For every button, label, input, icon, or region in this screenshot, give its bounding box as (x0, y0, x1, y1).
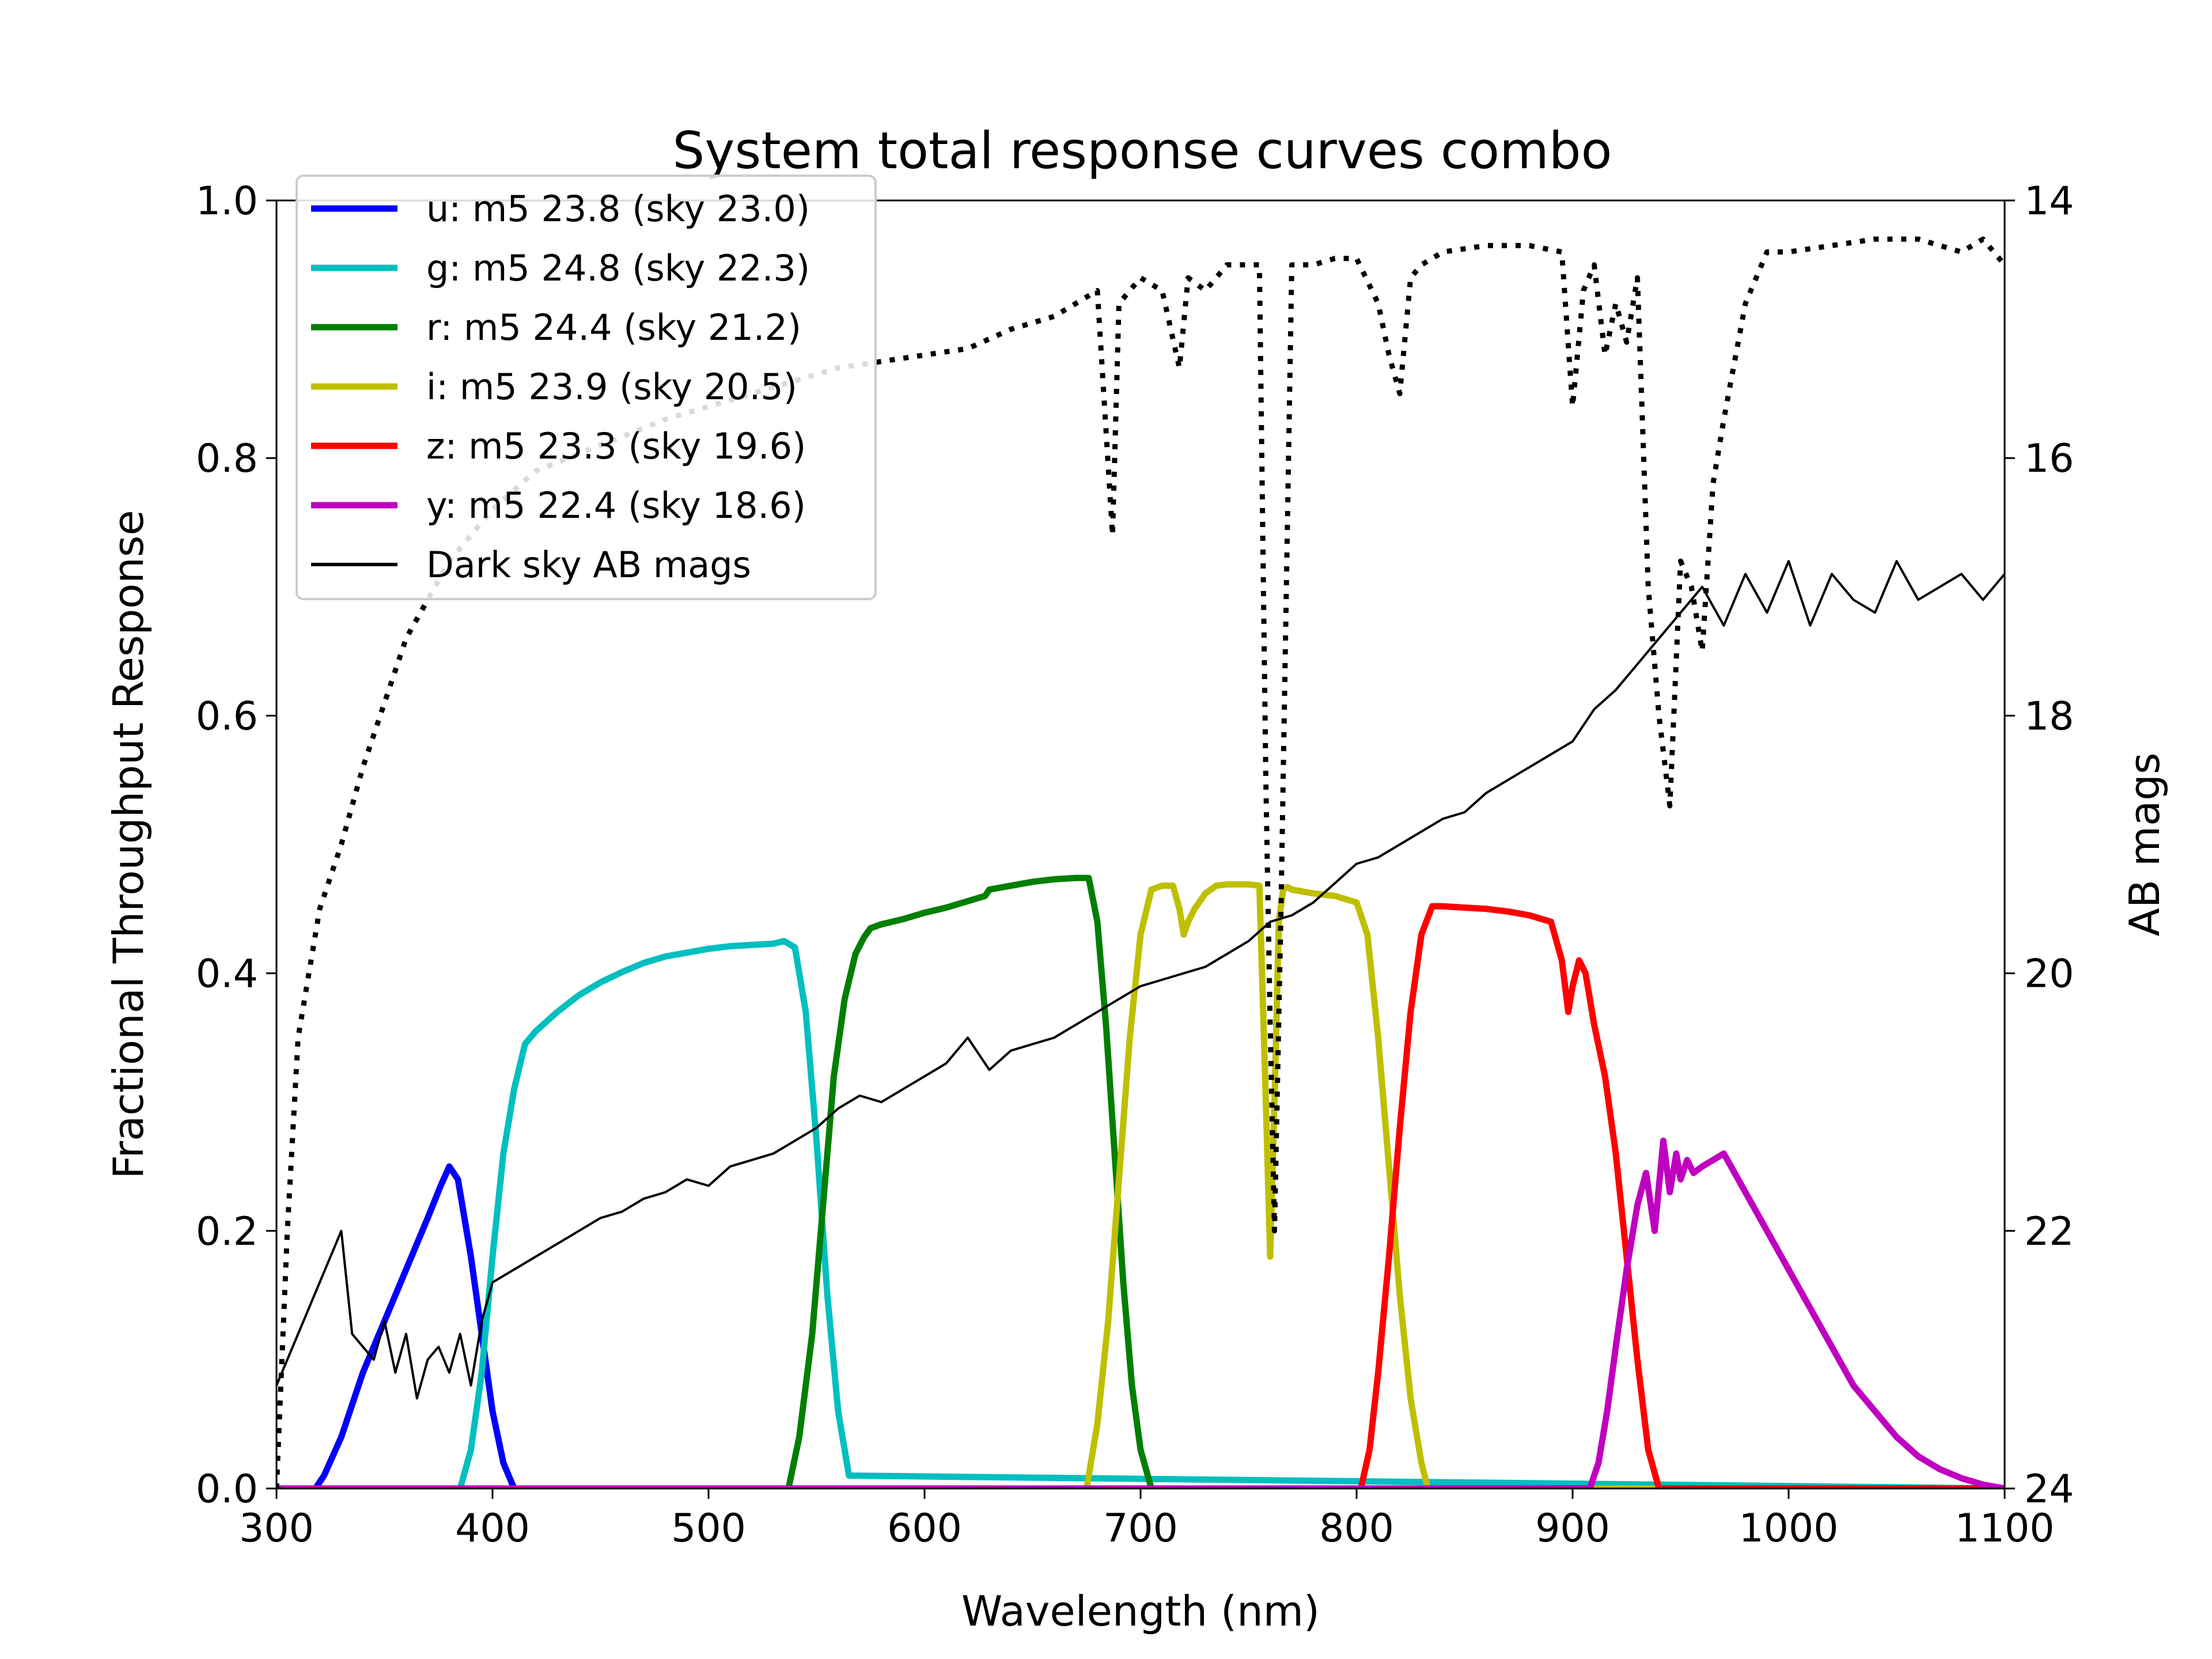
y-axis-left: 0.0 0.2 0.4 0.6 0.8 1.0 (196, 179, 276, 1512)
series-line-5 (276, 1137, 2005, 1488)
y2-tick-label: 22 (2024, 1209, 2074, 1255)
x-axis-label: Wavelength (nm) (961, 1587, 1320, 1635)
y2-tick-label: 16 (2024, 436, 2074, 482)
x-tick-label: 800 (1319, 1506, 1394, 1551)
y2-tick-label: 18 (2024, 694, 2074, 739)
series-line-4 (276, 903, 2005, 1488)
legend-label: Dark sky AB mags (426, 544, 751, 586)
y-axis-label: Fractional Throughput Response (104, 510, 153, 1179)
y-tick-label: 1.0 (196, 179, 258, 224)
series-line-0 (276, 1163, 2005, 1488)
chart-title: System total response curves combo (672, 121, 1612, 180)
x-tick-label: 1100 (1955, 1506, 2054, 1551)
legend: u: m5 23.8 (sky 23.0) g: m5 24.8 (sky 22.… (296, 175, 877, 600)
y-tick-label: 0.4 (196, 952, 258, 997)
y2-tick-label: 20 (2024, 952, 2074, 997)
y-tick-label: 0.6 (196, 694, 258, 739)
y-tick-label: 0.0 (196, 1467, 258, 1512)
x-tick-label: 600 (887, 1506, 962, 1551)
series-line-1 (276, 938, 2005, 1488)
legend-box (296, 175, 877, 600)
x-tick-label: 400 (455, 1506, 530, 1551)
series-line-3 (276, 881, 2005, 1488)
x-tick-label: 300 (239, 1506, 314, 1551)
series-line-dark-sky (276, 560, 2005, 1400)
y2-tick-label: 14 (2024, 179, 2074, 224)
y-tick-label: 0.8 (196, 436, 258, 482)
legend-label: z: m5 23.3 (sky 19.6) (426, 425, 806, 467)
legend-label: y: m5 22.4 (sky 18.6) (426, 484, 806, 527)
legend-label: u: m5 23.8 (sky 23.0) (426, 188, 810, 230)
y2-tick-label: 24 (2024, 1467, 2074, 1512)
x-tick-label: 1000 (1738, 1506, 1838, 1551)
legend-label: r: m5 24.4 (sky 21.2) (426, 306, 801, 349)
y-tick-label: 0.2 (196, 1209, 258, 1255)
y-axis-right: 24 22 20 18 16 14 (2005, 179, 2074, 1512)
x-tick-label: 500 (671, 1506, 746, 1551)
series-layer (276, 236, 2005, 1488)
x-axis: 300 400 500 600 700 800 900 1000 1100 (239, 1488, 2055, 1551)
legend-label: g: m5 24.8 (sky 22.3) (426, 247, 810, 289)
series-line-2 (276, 874, 2005, 1488)
x-tick-label: 700 (1103, 1506, 1178, 1551)
legend-label: i: m5 23.9 (sky 20.5) (426, 366, 797, 408)
y2-axis-label: AB mags (2120, 752, 2169, 936)
x-tick-label: 900 (1535, 1506, 1610, 1551)
